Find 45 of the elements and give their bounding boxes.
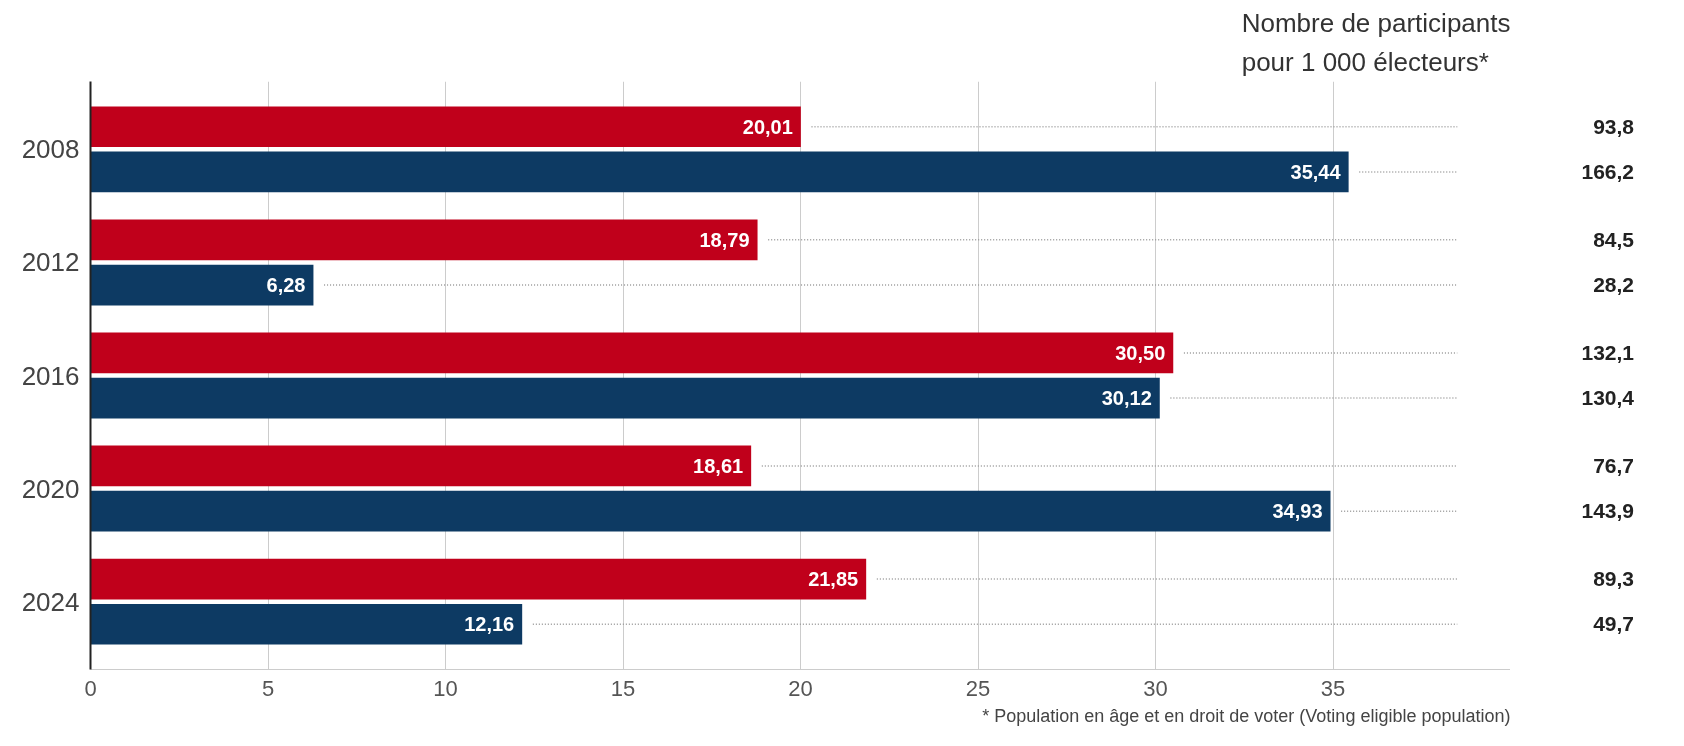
x-tick-label: 30 <box>1143 675 1168 701</box>
text: 76,7 <box>1593 453 1634 477</box>
text: 49,7 <box>1593 612 1634 636</box>
text: 130,4 <box>1581 386 1635 410</box>
text: Nombre de participants pour 1 000 électeurs* <box>1241 7 1511 77</box>
x-tick-label: 15 <box>610 675 636 701</box>
y-tick-label: 2012 <box>21 247 80 278</box>
data-label: 21,85 <box>808 568 859 591</box>
bar <box>90 490 1331 532</box>
y-tick-label: 2024 <box>21 586 80 617</box>
data-label: 18,61 <box>693 454 744 477</box>
data-label: 30,12 <box>1101 387 1152 410</box>
text: 89,3 <box>1593 567 1634 591</box>
x-tick-label: 5 <box>261 675 275 701</box>
text: * Population en âge et en droit de voter (Voting eligible population) <box>982 705 1511 726</box>
text: 166,2 <box>1581 159 1635 183</box>
bar <box>90 603 523 645</box>
data-label: 12,16 <box>464 613 515 636</box>
x-tick-label: 20 <box>788 675 813 701</box>
data-label: 30,50 <box>1115 341 1166 364</box>
bar <box>90 219 758 261</box>
x-tick-label: 0 <box>84 675 97 701</box>
x-tick-label: 35 <box>1320 675 1346 701</box>
text: 143,9 <box>1581 499 1635 523</box>
data-label: 6,28 <box>266 274 306 297</box>
text: 28,2 <box>1593 273 1634 297</box>
text: 84,5 <box>1593 227 1635 251</box>
data-label: 18,79 <box>699 228 750 251</box>
text: 93,8 <box>1593 114 1635 138</box>
bar <box>90 264 314 306</box>
text: 132,1 <box>1581 340 1635 364</box>
y-tick-label: 2016 <box>21 360 80 391</box>
bar <box>90 445 752 487</box>
bar <box>90 332 1174 374</box>
data-label: 34,93 <box>1272 500 1323 523</box>
bar <box>90 377 1160 419</box>
data-label: 35,44 <box>1290 160 1342 183</box>
bar <box>90 106 801 148</box>
bar <box>90 558 867 600</box>
y-tick-label: 2020 <box>21 473 80 504</box>
y-tick-label: 2008 <box>21 134 80 165</box>
x-tick-label: 10 <box>433 675 458 701</box>
x-tick-label: 25 <box>965 675 991 701</box>
data-label: 20,01 <box>742 115 793 138</box>
bar <box>90 151 1349 193</box>
